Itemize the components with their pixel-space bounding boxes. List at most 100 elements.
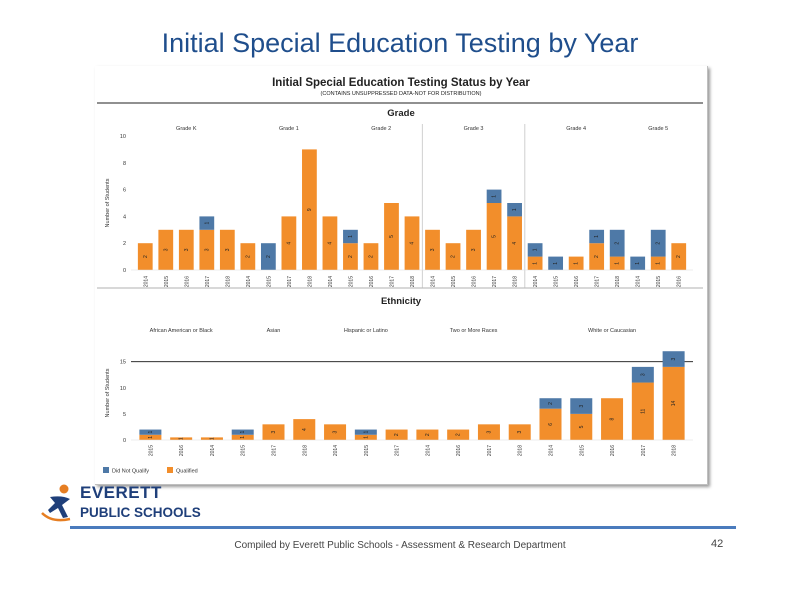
y-axis-label: Number of Students — [105, 368, 111, 417]
bar-label-qualified: 11 — [640, 408, 646, 413]
bar-label-qualified: 3 — [486, 431, 492, 434]
bar-label-qualified: 9 — [307, 208, 313, 211]
bar-qualified — [302, 149, 317, 270]
bar-qualified — [139, 434, 162, 440]
bar-label-qualified: 1 — [656, 262, 662, 265]
x-tick-label: 2017 — [272, 445, 278, 456]
bar-label-qualified: 2 — [245, 255, 251, 258]
bar-label-qualified: 3 — [204, 248, 210, 251]
group-label: Hispanic or Latino — [344, 328, 388, 334]
footer-text: Compiled by Everett Public Schools - Ass… — [234, 540, 566, 551]
bar-qualified — [170, 437, 193, 440]
bar-label-qualified: 3 — [163, 248, 169, 251]
bar-qualified — [343, 243, 358, 270]
bar-qualified — [231, 434, 254, 440]
bar-label-qualified: 1 — [148, 436, 154, 439]
bar-label-qualified: 2 — [594, 255, 600, 258]
x-tick-label: 2016 — [574, 276, 580, 287]
legend-label: Qualified — [176, 469, 198, 475]
bar-did-not-qualify — [486, 189, 502, 203]
group-label: Grade 4 — [566, 126, 586, 132]
x-tick-label: 2017 — [487, 445, 493, 456]
x-tick-label: 2014 — [210, 445, 216, 456]
x-tick-label: 2017 — [492, 276, 498, 287]
bar-did-not-qualify — [548, 256, 564, 270]
x-tick-label: 2016 — [369, 276, 375, 287]
bar-label-did-not-qualify: 1 — [148, 431, 154, 434]
bar-did-not-qualify — [354, 429, 377, 435]
x-tick-label: 2017 — [395, 445, 401, 456]
bar-label-qualified: 1 — [533, 262, 539, 265]
bar-label-qualified: 3 — [430, 248, 436, 251]
panel-subtitle: (CONTAINS UNSUPPRESSED DATA-NOT FOR DIST… — [320, 91, 482, 97]
bar-did-not-qualify — [609, 229, 625, 257]
bar-qualified — [477, 424, 500, 440]
bar-label-did-not-qualify: 1 — [348, 235, 354, 238]
bar-label-did-not-qualify: 2 — [548, 402, 554, 405]
legend-swatch — [167, 467, 173, 473]
bar-label-did-not-qualify: 1 — [635, 262, 641, 265]
group-label: Two or More Races — [450, 328, 498, 334]
x-tick-label: 2014 — [533, 276, 539, 287]
bar-label-qualified: 6 — [548, 423, 554, 426]
group-label: White or Caucasian — [588, 328, 636, 334]
x-tick-label: 2014 — [333, 445, 339, 456]
x-tick-label: 2018 — [225, 276, 231, 287]
bar-label-did-not-qualify: 3 — [671, 357, 677, 360]
bar-qualified — [445, 243, 461, 270]
bar-qualified — [486, 203, 502, 270]
bar-label-did-not-qualify: 1 — [492, 195, 498, 198]
bar-qualified — [650, 256, 666, 270]
x-tick-label: 2017 — [641, 445, 647, 456]
bar-label-did-not-qualify: 3 — [579, 404, 585, 407]
dashboard-panel: Initial Special Education Testing Status… — [95, 66, 708, 485]
bar-label-qualified: 14 — [671, 400, 677, 406]
legend-swatch — [103, 467, 109, 473]
bar-label-qualified: 3 — [517, 431, 523, 434]
bar-label-qualified: 3 — [225, 248, 231, 251]
bar-did-not-qualify — [507, 203, 522, 217]
x-tick-label: 2016 — [472, 276, 478, 287]
bar-label-qualified: 5 — [579, 425, 585, 428]
x-tick-label: 2015 — [554, 276, 560, 287]
bar-label-qualified: 3 — [271, 431, 277, 434]
chart-title: Grade — [387, 108, 414, 119]
bar-label-qualified: 2 — [368, 255, 374, 258]
group-label: Grade 5 — [648, 126, 668, 132]
bar-qualified — [609, 256, 625, 270]
bar-label-did-not-qualify: 1 — [594, 235, 600, 238]
bar-qualified — [385, 429, 408, 440]
bar-did-not-qualify — [570, 398, 593, 414]
bar-did-not-qualify — [139, 429, 162, 435]
bar-label-qualified: 1 — [179, 437, 185, 440]
bar-did-not-qualify — [199, 216, 215, 230]
bar-qualified — [384, 203, 399, 270]
bar-qualified — [508, 424, 531, 440]
bar-label-qualified: 2 — [425, 433, 431, 436]
bar-label-did-not-qualify: 2 — [266, 255, 272, 258]
x-tick-label: 2018 — [672, 445, 678, 456]
bar-label-qualified: 3 — [471, 248, 477, 251]
y-tick-label: 0 — [123, 438, 126, 444]
x-tick-label: 2014 — [328, 276, 334, 287]
bar-label-qualified: 4 — [302, 428, 308, 431]
bar-qualified — [158, 229, 174, 270]
bar-qualified — [589, 243, 605, 270]
bar-qualified — [324, 424, 347, 440]
bar-label-qualified: 4 — [512, 242, 518, 245]
bar-qualified — [137, 243, 153, 270]
bar-label-qualified: 1 — [574, 262, 580, 265]
bar-did-not-qualify — [343, 229, 358, 244]
bar-label-did-not-qualify: 1 — [512, 208, 518, 211]
bar-label-qualified: 2 — [394, 433, 400, 436]
bar-label-did-not-qualify: 1 — [240, 431, 246, 434]
x-tick-label: 2016 — [179, 445, 185, 456]
legend-label: Did Not Qualify — [112, 469, 149, 475]
bar-label-did-not-qualify: 2 — [615, 242, 621, 245]
x-tick-label: 2014 — [549, 445, 555, 456]
y-tick-label: 6 — [123, 188, 126, 194]
bar-qualified — [570, 413, 593, 440]
bar-label-qualified: 1 — [240, 436, 246, 439]
x-tick-label: 2018 — [615, 276, 621, 287]
bar-qualified — [363, 243, 379, 270]
